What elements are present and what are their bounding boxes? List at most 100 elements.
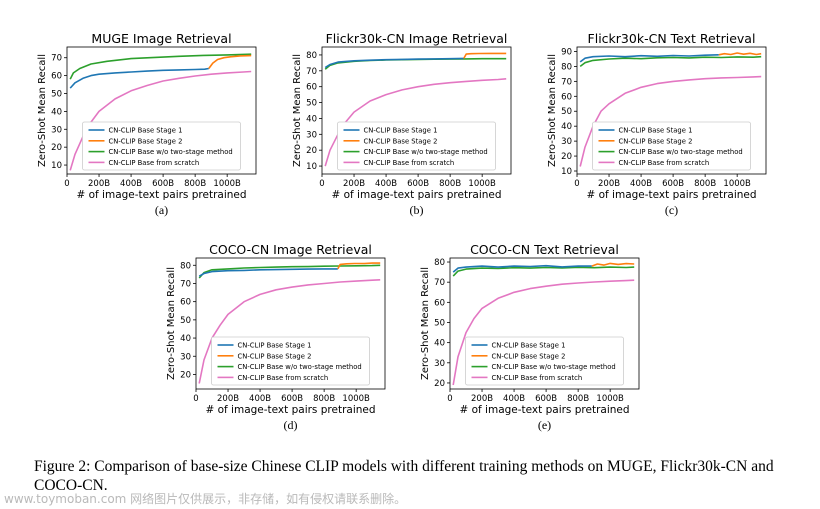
y-tick-label: 10 [306,162,317,172]
y-tick-label: 70 [434,278,445,288]
x-tick-label: 1000B [723,179,751,189]
legend-entry: CN-CLIP Base Stage 2 [492,352,566,360]
plot-frame [321,46,512,175]
legend-box [592,121,751,171]
y-axis-label: Zero-Shot Mean Recall [166,267,177,380]
x-tick-label: 400B [120,179,142,189]
y-tick-label: 20 [180,370,191,380]
y-tick-label: 20 [561,152,572,162]
y-tick-label: 20 [434,379,445,389]
series-line-2 [337,262,381,270]
y-tick-label: 50 [561,107,572,117]
y-tick-label: 70 [180,279,191,289]
legend-entry: CN-CLIP Base w/o two-stage method [492,363,616,371]
x-tick-label: 600B [407,179,429,189]
chart-legend: CN-CLIP Base Stage 1 CN-CLIP Base Stage 2… [592,121,751,171]
legend-entry: CN-CLIP Base Stage 1 [238,342,312,350]
legend-box [337,121,496,171]
watermark: www.toymoban.com 网络图片仅供展示，非存储，如有侵权请联系删除。 [4,492,407,506]
x-tick-label: 200B [598,179,620,189]
y-tick-label: 70 [51,54,62,64]
y-tick-label: 20 [51,143,62,153]
y-tick-label: 10 [561,167,572,177]
figure-caption: Figure 2: Comparison of base-size Chines… [34,458,774,494]
x-tick-label: 800B [313,394,335,404]
legend-entry: CN-CLIP Base from scratch [619,159,710,167]
legend-entry: CN-CLIP Base w/o two-stage method [619,148,743,156]
x-tick-label: 1000B [596,394,624,404]
series-line-2 [208,54,252,69]
series-line-3 [198,264,381,279]
x-tick-label: 200B [343,179,365,189]
legend-entry: CN-CLIP Base Stage 1 [109,127,183,135]
x-tick-label: 1000B [213,179,241,189]
plot-frame [66,46,257,175]
legend-entry: CN-CLIP Base Stage 1 [492,342,566,350]
chart-legend: CN-CLIP Base Stage 1 CN-CLIP Base Stage 2… [465,336,624,386]
series-line-1 [69,67,209,89]
y-tick-label: 80 [561,62,572,72]
x-tick-label: 800B [567,394,589,404]
y-axis-label: Zero-Shot Mean Recall [37,54,48,167]
x-tick-label: 200B [471,394,493,404]
y-tick-label: 70 [561,77,572,87]
x-tick-label: 0 [193,394,198,404]
plot-frame [576,46,767,175]
y-tick-label: 80 [434,258,445,268]
y-tick-label: 10 [51,161,62,171]
y-tick-label: 30 [180,352,191,362]
y-tick-label: 40 [434,339,445,349]
chart-title: COCO-CN Image Retrieval [209,242,372,257]
legend-entry: CN-CLIP Base Stage 1 [364,127,438,135]
y-tick-label: 20 [306,146,317,156]
y-axis-label: Zero-Shot Mean Recall [420,267,431,380]
chart-panel-e: COCO-CN Text Retrieval 0 200B 400B 600B 800B 1… [420,242,640,432]
series-line-1 [198,268,338,277]
series-line-2 [591,262,635,267]
x-axis-label: # of image-text pairs pretrained [205,404,375,416]
chart-panel-d: COCO-CN Image Retrieval 0 200B 400B 600B 800B… [166,242,386,432]
x-tick-label: 800B [184,179,206,189]
y-axis-label: Zero-Shot Mean Recall [547,54,558,167]
y-tick-label: 30 [561,137,572,147]
x-tick-label: 600B [662,179,684,189]
x-tick-label: 400B [249,394,271,404]
x-axis-label: # of image-text pairs pretrained [331,189,501,201]
series-line-2 [718,52,762,56]
series-line-3 [69,53,252,80]
legend-entry: CN-CLIP Base w/o two-stage method [109,148,233,156]
panel-label: (a) [155,203,168,217]
legend-box [82,121,241,171]
x-tick-label: 1000B [468,179,496,189]
y-tick-label: 60 [51,72,62,82]
y-tick-label: 30 [434,359,445,369]
y-tick-label: 70 [306,67,317,77]
panel-label: (b) [410,203,424,217]
legend-entry: CN-CLIP Base Stage 2 [619,137,693,145]
y-tick-label: 40 [180,334,191,344]
x-axis-label: # of image-text pairs pretrained [586,189,756,201]
series-line-2 [463,52,507,59]
y-tick-label: 40 [51,107,62,117]
y-axis-label: Zero-Shot Mean Recall [292,54,303,167]
plot-frame [449,257,640,390]
y-tick-label: 50 [306,99,317,109]
y-tick-label: 60 [434,298,445,308]
y-tick-label: 90 [561,47,572,57]
x-tick-label: 400B [503,394,525,404]
chart-title: COCO-CN Text Retrieval [470,242,619,257]
y-tick-label: 40 [306,114,317,124]
x-tick-label: 400B [375,179,397,189]
y-tick-label: 50 [434,318,445,328]
legend-entry: CN-CLIP Base from scratch [238,374,329,382]
x-tick-label: 800B [694,179,716,189]
legend-entry: CN-CLIP Base Stage 2 [109,137,183,145]
y-tick-label: 80 [306,51,317,61]
panel-label: (d) [284,418,298,432]
x-tick-label: 0 [64,179,69,189]
legend-entry: CN-CLIP Base from scratch [364,159,455,167]
chart-legend: CN-CLIP Base Stage 1 CN-CLIP Base Stage 2… [337,121,496,171]
y-tick-label: 60 [561,92,572,102]
x-tick-label: 600B [281,394,303,404]
legend-entry: CN-CLIP Base w/o two-stage method [238,363,362,371]
